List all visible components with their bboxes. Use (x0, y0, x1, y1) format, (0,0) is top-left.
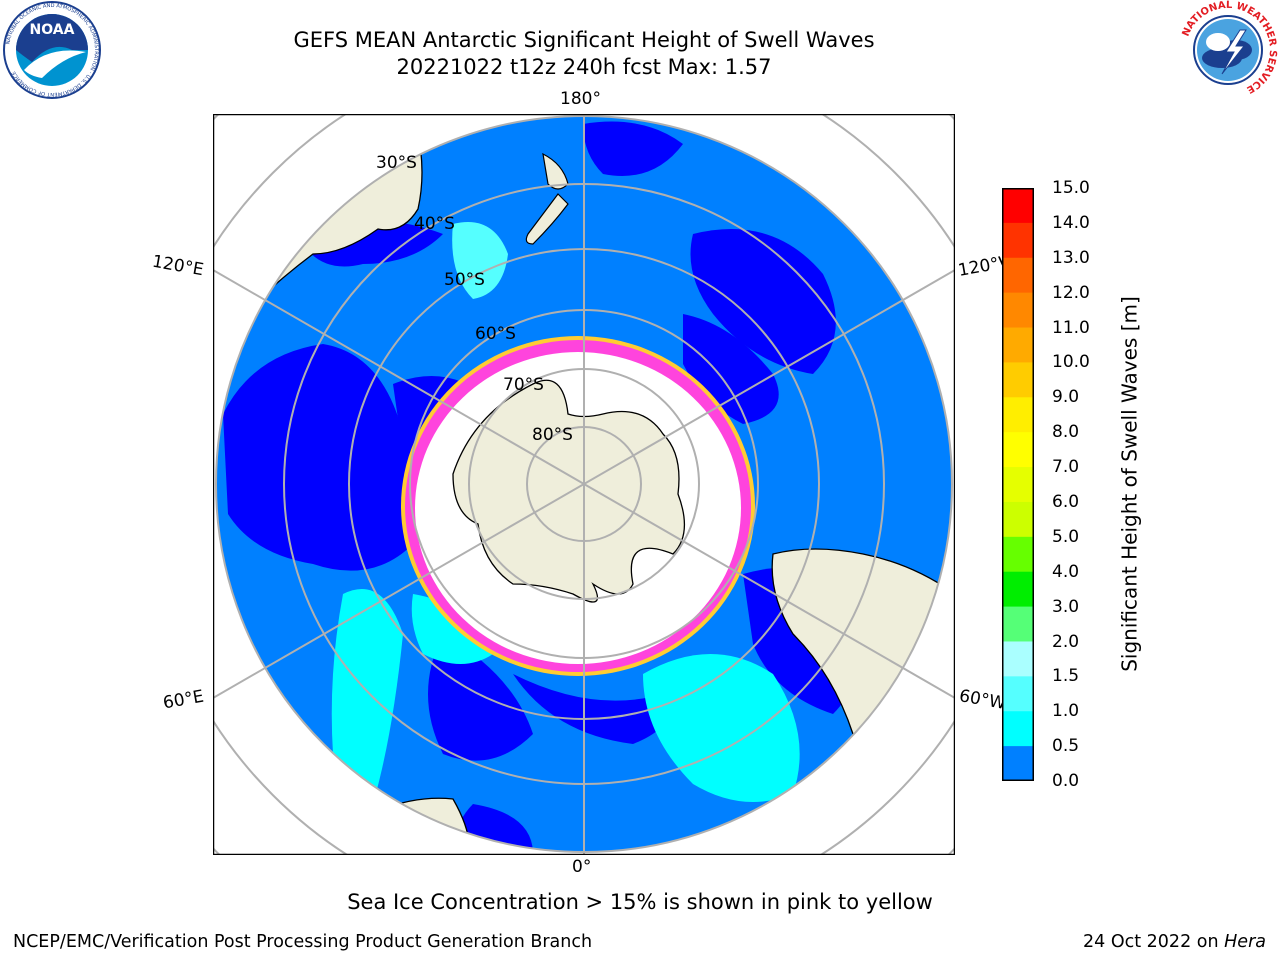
lat-label-40s: 40°S (414, 214, 455, 234)
colorbar-tick-label: 0.0 (1052, 771, 1080, 791)
colorbar-swatch (1002, 606, 1034, 642)
colorbar-tick-label: 8.0 (1052, 422, 1080, 443)
colorbar-tick-label: 6.0 (1052, 491, 1080, 512)
lon-label-60e: 60°E (161, 686, 206, 714)
lon-label-0: 0° (572, 857, 592, 877)
polar-map (213, 114, 955, 855)
colorbar-swatch (1002, 222, 1034, 259)
antarctica (452, 379, 686, 603)
colorbar-swatch (1002, 362, 1034, 398)
nws-logo: NATIONAL WEATHER SERVICE (1180, 0, 1278, 98)
lat-label-80s: 80°S (532, 425, 573, 445)
colorbar-tick-label: 11.0 (1052, 317, 1090, 338)
sea-ice-note: Sea Ice Concentration > 15% is shown in … (347, 890, 933, 914)
swell-1-1.5m-region (331, 589, 403, 806)
swell-1-1.5m-region (643, 654, 800, 802)
swell-1-1.5m-region (411, 594, 493, 664)
footer-date-text: 24 Oct 2022 on (1083, 932, 1225, 952)
colorbar-swatch (1002, 641, 1034, 677)
colorbar-swatch (1002, 397, 1034, 433)
chart-title: GEFS MEAN Antarctic Significant Height o… (293, 28, 875, 52)
lat-label-30s: 30°S (376, 153, 417, 173)
footer-machine: Hera (1224, 932, 1266, 952)
colorbar-tick-label: 2.0 (1052, 631, 1080, 652)
colorbar-swatch (1002, 746, 1034, 781)
colorbar-tick-label: 5.0 (1052, 526, 1080, 547)
lon-label-60w: 60°W (957, 686, 1008, 714)
footer-date: 24 Oct 2022 on Hera (1083, 932, 1266, 952)
colorbar-tick-label: 9.0 (1052, 387, 1080, 408)
colorbar-tick-label: 1.5 (1052, 666, 1080, 687)
colorbar-tick-label: 0.5 (1052, 736, 1080, 757)
colorbar-swatch (1002, 711, 1034, 747)
colorbar-tick-label: 13.0 (1052, 247, 1090, 268)
colorbar-label-text: Significant Height of Swell Waves [m] (1117, 296, 1142, 672)
colorbar-tick-label: 10.0 (1052, 352, 1090, 373)
footer-credit: NCEP/EMC/Verification Post Processing Pr… (13, 932, 593, 952)
lat-label-70s: 70°S (503, 375, 544, 395)
low-swell-region (583, 121, 683, 176)
chart-subtitle: 20221022 t12z 240h fcst Max: 1.57 (396, 55, 772, 79)
low-swell-region (428, 634, 533, 761)
colorbar-tick-label: 14.0 (1052, 212, 1090, 233)
graticule (213, 114, 955, 855)
colorbar-tick-label: 12.0 (1052, 282, 1090, 303)
colorbar-swatch (1002, 501, 1034, 538)
lon-label-120e: 120°E (150, 251, 206, 281)
lat-label-60s: 60°S (475, 324, 516, 344)
colorbar-swatch (1002, 676, 1034, 712)
low-swell-region (690, 229, 836, 374)
colorbar-swatch (1002, 327, 1034, 363)
noaa-logo-text: NOAA (30, 22, 75, 38)
lon-label-180: 180° (560, 89, 601, 109)
colorbar-swatch (1002, 432, 1034, 468)
colorbar-swatch (1002, 257, 1034, 294)
colorbar-tick-label: 3.0 (1052, 596, 1080, 617)
noaa-logo: NOAA NATIONAL OCEANIC AND ATMOSPHERIC AD… (3, 1, 101, 99)
low-swell-region (513, 674, 669, 744)
colorbar-swatch (1002, 188, 1034, 224)
colorbar-swatch (1002, 467, 1034, 503)
lat-label-50s: 50°S (444, 270, 485, 290)
colorbar-swatch (1002, 292, 1034, 329)
colorbar (1002, 188, 1034, 781)
colorbar-tick-label: 1.0 (1052, 701, 1080, 722)
colorbar-swatch (1002, 571, 1034, 608)
low-swell-region (223, 344, 417, 571)
colorbar-swatch (1002, 536, 1034, 573)
colorbar-label: Significant Height of Swell Waves [m] (1118, 296, 1143, 672)
colorbar-tick-label: 7.0 (1052, 457, 1080, 478)
colorbar-tick-label: 15.0 (1052, 178, 1090, 198)
new-zealand-south (525, 193, 569, 245)
colorbar-tick-label: 4.0 (1052, 561, 1080, 582)
